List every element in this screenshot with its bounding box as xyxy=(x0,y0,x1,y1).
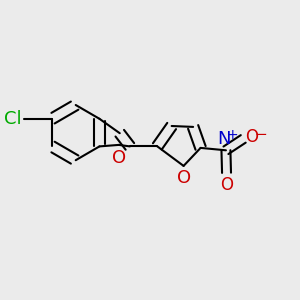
Text: O: O xyxy=(112,149,126,167)
Text: Cl: Cl xyxy=(4,110,22,128)
Text: O: O xyxy=(176,169,190,188)
Text: N: N xyxy=(218,130,231,148)
Text: O: O xyxy=(246,128,259,146)
Text: +: + xyxy=(227,128,238,142)
Text: O: O xyxy=(220,176,233,194)
Text: −: − xyxy=(255,127,267,142)
